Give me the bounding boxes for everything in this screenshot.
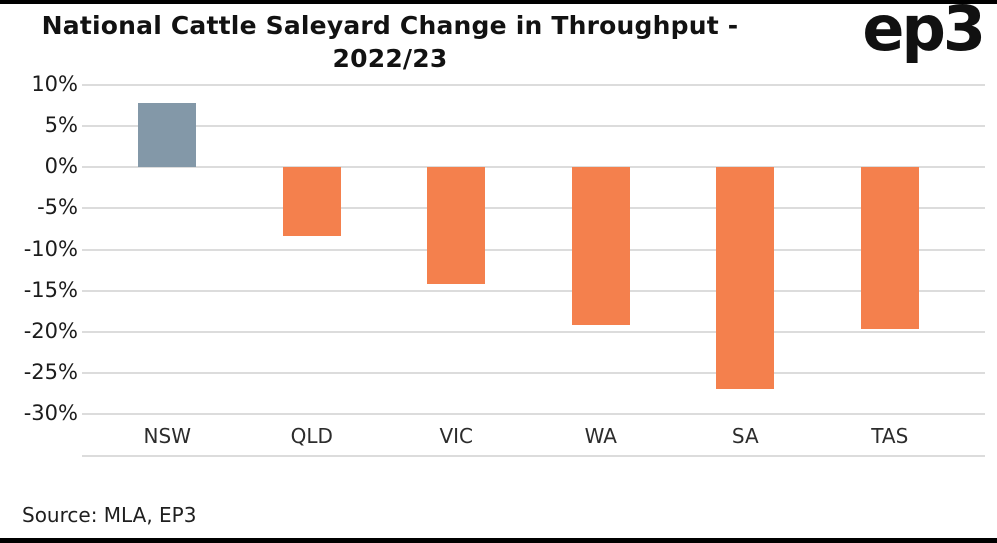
ep3-logo: ep3 <box>862 0 986 65</box>
bar-tas <box>860 167 919 330</box>
x-axis-category-label: NSW <box>143 424 191 448</box>
bar-nsw <box>138 103 197 168</box>
axis-underline <box>82 455 985 457</box>
gridline <box>82 371 985 374</box>
gridline <box>82 84 985 86</box>
gridline <box>82 125 985 128</box>
y-axis-tick-label: -5% <box>37 195 78 220</box>
gridline <box>82 289 985 292</box>
source-note: Source: MLA, EP3 <box>22 503 197 527</box>
y-axis-tick-label: -10% <box>23 236 78 261</box>
y-axis-tick-label: -30% <box>23 400 78 425</box>
bottom-border <box>0 538 997 543</box>
gridline <box>82 166 985 169</box>
y-axis-tick-label: 0% <box>44 154 78 179</box>
gridline <box>82 207 985 210</box>
y-axis-tick-label: -25% <box>23 359 78 384</box>
gridline <box>82 330 985 333</box>
y-axis-tick-label: -20% <box>23 318 78 343</box>
x-axis-category-label: VIC <box>439 424 474 448</box>
y-axis-tick-label: 10% <box>31 71 78 96</box>
chart-title: National Cattle Saleyard Change in Throu… <box>10 10 770 75</box>
gridline <box>82 413 985 415</box>
chart-title-line2: 2022/23 <box>332 43 448 73</box>
top-border <box>0 0 997 4</box>
x-axis-category-label: WA <box>584 424 617 448</box>
x-axis-category-label: QLD <box>290 424 333 448</box>
bar-wa <box>571 167 630 326</box>
x-axis-category-label: TAS <box>871 424 909 448</box>
bar-sa <box>716 167 775 390</box>
bar-vic <box>427 167 486 285</box>
chart-title-line1: National Cattle Saleyard Change in Throu… <box>41 11 739 40</box>
bar-qld <box>282 167 341 236</box>
y-axis-tick-label: -15% <box>23 277 78 302</box>
y-axis-tick-label: 5% <box>44 112 78 137</box>
gridline <box>82 248 985 251</box>
x-axis-category-label: SA <box>731 424 759 448</box>
